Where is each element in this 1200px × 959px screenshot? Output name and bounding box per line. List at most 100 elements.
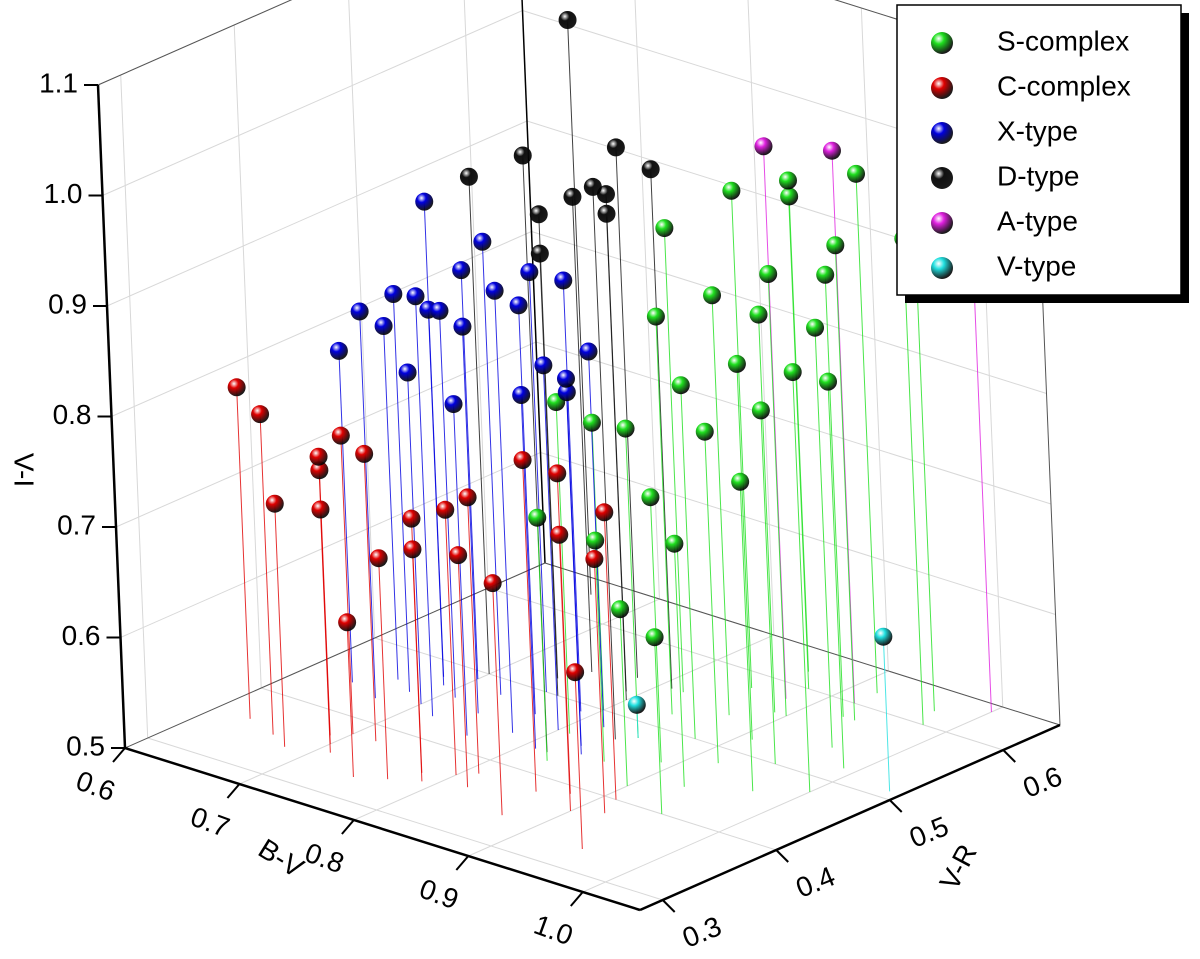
point: [806, 318, 825, 337]
stem: [882, 636, 891, 792]
point: [513, 146, 532, 165]
y-tick: [1002, 749, 1016, 763]
stem: [655, 316, 673, 715]
stem: [615, 147, 638, 678]
point: [665, 534, 684, 553]
point: [754, 137, 773, 156]
stem: [824, 274, 844, 717]
point: [453, 317, 472, 336]
stem: [736, 363, 753, 740]
point: [473, 232, 492, 251]
point: [582, 413, 601, 432]
point: [406, 287, 425, 306]
stem: [902, 238, 924, 725]
stem: [460, 270, 479, 680]
stem: [444, 509, 457, 776]
point: [731, 472, 750, 491]
stem: [259, 414, 274, 735]
stem: [788, 196, 810, 672]
point: [606, 138, 625, 157]
stem: [522, 460, 537, 792]
point: [402, 509, 421, 528]
point: [529, 205, 548, 224]
grid-line: [540, 452, 1056, 615]
point: [778, 171, 797, 190]
stem: [411, 549, 423, 782]
y-tick-label: 0.4: [792, 860, 840, 903]
point: [338, 613, 357, 632]
z-tick-label: 0.8: [53, 399, 92, 430]
stem: [739, 481, 754, 792]
stem: [758, 314, 776, 713]
stem: [494, 290, 514, 733]
grid-line: [120, 74, 149, 739]
stem: [603, 512, 617, 800]
point: [403, 540, 422, 559]
grid-line: [468, 670, 889, 857]
stem: [762, 146, 787, 699]
stem: [407, 372, 422, 705]
point: [645, 628, 664, 647]
stem: [834, 245, 856, 721]
point: [695, 422, 714, 441]
y-tick: [889, 799, 903, 813]
point: [398, 363, 417, 382]
stem: [562, 280, 582, 712]
grid-line: [488, 587, 1004, 751]
point: [310, 461, 329, 480]
grid-line: [106, 120, 528, 307]
stem: [831, 150, 855, 704]
grid-line: [239, 598, 660, 785]
legend-label: X-type: [997, 115, 1078, 146]
point: [586, 531, 605, 550]
point: [483, 574, 502, 593]
point: [430, 301, 449, 320]
stem: [520, 394, 537, 749]
stem: [518, 305, 536, 715]
point: [751, 401, 770, 420]
x-tick-label: 1.0: [530, 909, 577, 951]
stem: [457, 555, 469, 788]
point: [583, 177, 602, 196]
legend-label: V-type: [997, 250, 1076, 281]
stem: [383, 325, 399, 680]
stem: [855, 173, 878, 694]
point: [436, 500, 455, 519]
point: [550, 525, 569, 544]
point: [722, 181, 741, 200]
point: [444, 395, 463, 414]
stem: [571, 196, 593, 673]
stem: [730, 190, 753, 689]
grid-line: [463, 0, 489, 589]
grid-line: [102, 10, 523, 196]
x-tick: [341, 819, 355, 835]
legend-marker: [931, 257, 953, 279]
grid-line: [261, 687, 777, 851]
point: [819, 372, 838, 391]
point: [558, 11, 577, 29]
point: [646, 307, 665, 326]
point: [627, 695, 646, 714]
point: [530, 244, 549, 263]
x-tick: [226, 783, 241, 799]
legend-label: D-type: [997, 160, 1079, 191]
z-tick-label: 0.6: [62, 620, 101, 651]
point: [329, 341, 348, 360]
point: [369, 549, 388, 568]
point: [749, 305, 768, 324]
point: [579, 342, 598, 361]
stem: [340, 435, 354, 735]
point: [563, 187, 582, 206]
x-tick-label: 0.9: [415, 873, 462, 915]
point: [355, 444, 374, 463]
stem: [536, 517, 548, 761]
y-axis: [639, 723, 1061, 912]
stem: [468, 176, 490, 675]
grid-line: [747, 0, 775, 636]
point: [641, 488, 660, 507]
stem: [359, 311, 376, 699]
stem: [787, 180, 810, 689]
x-tick-label: 0.7: [187, 801, 234, 843]
point: [459, 167, 478, 186]
point: [557, 383, 576, 402]
